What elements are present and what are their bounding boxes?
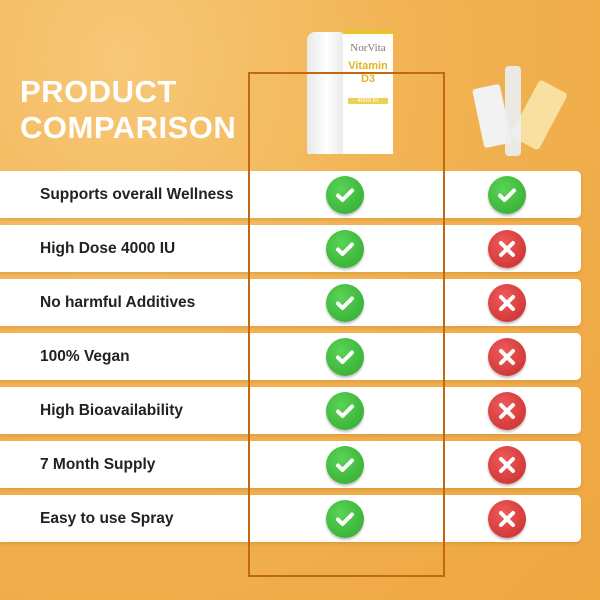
- feature-label: 100% Vegan: [40, 348, 130, 365]
- comparison-row: 100% Vegan: [0, 333, 581, 380]
- comparison-row: Easy to use Spray: [0, 495, 581, 542]
- norvita-check-icon: [326, 338, 364, 376]
- feature-label: High Bioavailability: [40, 402, 183, 419]
- other-cross-icon: [488, 338, 526, 376]
- page-title: PRODUCT COMPARISON: [20, 74, 236, 146]
- comparison-row: Supports overall Wellness: [0, 171, 581, 218]
- norvita-check-icon: [326, 446, 364, 484]
- product-dose: 4000 IU: [348, 98, 388, 104]
- title-line-1: PRODUCT: [20, 74, 177, 109]
- comparison-row: High Bioavailability: [0, 387, 581, 434]
- other-check-icon: [488, 176, 526, 214]
- other-cross-icon: [488, 392, 526, 430]
- norvita-check-icon: [326, 392, 364, 430]
- comparison-row: 7 Month Supply: [0, 441, 581, 488]
- norvita-check-icon: [326, 500, 364, 538]
- feature-label: Supports overall Wellness: [40, 186, 234, 203]
- feature-label: High Dose 4000 IU: [40, 240, 176, 257]
- title-line-2: COMPARISON: [20, 110, 237, 145]
- product-name: Vitamin D3: [348, 60, 388, 85]
- feature-label: Easy to use Spray: [40, 510, 174, 527]
- other-cross-icon: [488, 230, 526, 268]
- other-cross-icon: [488, 500, 526, 538]
- feature-label: No harmful Additives: [40, 294, 196, 311]
- norvita-check-icon: [326, 284, 364, 322]
- comparison-row: No harmful Additives: [0, 279, 581, 326]
- other-cross-icon: [488, 446, 526, 484]
- other-cross-icon: [488, 284, 526, 322]
- norvita-check-icon: [326, 176, 364, 214]
- feature-label: 7 Month Supply: [40, 456, 156, 473]
- norvita-check-icon: [326, 230, 364, 268]
- brand-logo: NorVita: [350, 42, 386, 54]
- comparison-row: High Dose 4000 IU: [0, 225, 581, 272]
